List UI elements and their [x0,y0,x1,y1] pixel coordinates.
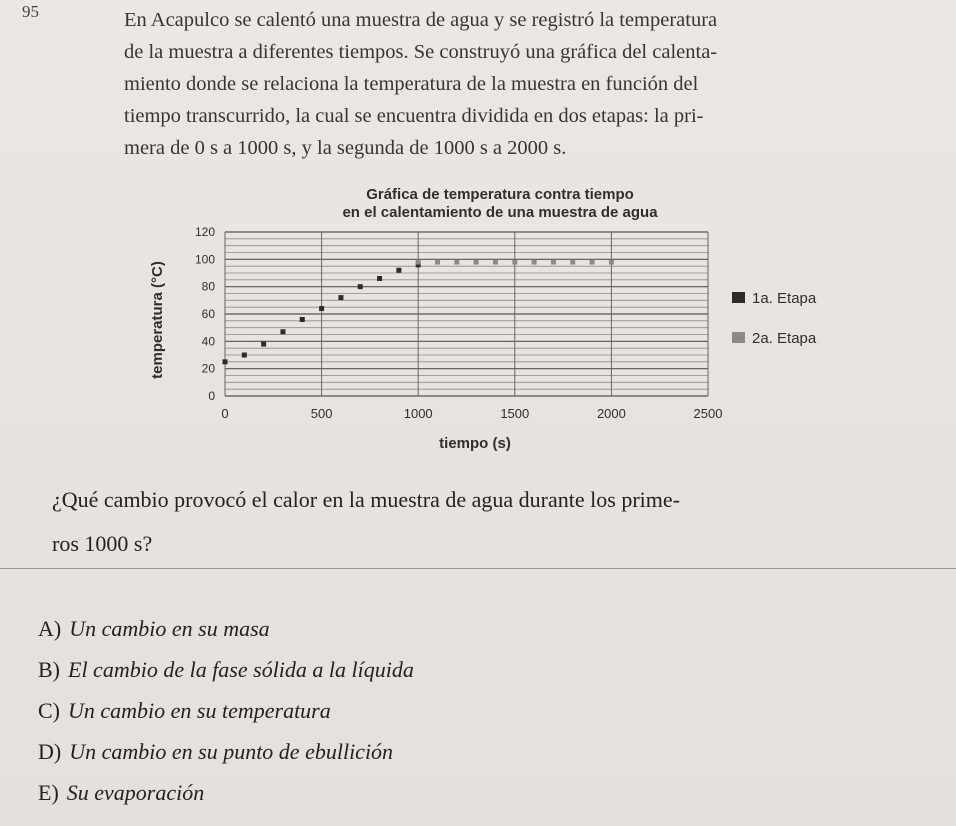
stem-line: tiempo transcurrido, la cual se encuentr… [124,105,704,127]
data-point-stage2 [454,259,460,265]
legend-swatch-stage2 [732,332,745,343]
chart-title-line2: en el calentamiento de una muestra de ag… [342,204,658,221]
option-text: Un cambio en su punto de ebullición [69,739,394,764]
question-line: ¿Qué cambio provocó el calor en la muest… [52,487,680,512]
legend-label-stage1: 1a. Etapa [752,290,817,307]
chart-axes: 0 20 40 60 80 100 120 0 500 1000 1500 2000 2500 [195,225,722,421]
data-point-stage1 [415,262,421,268]
data-point-stage2 [550,259,556,265]
data-point-stage2 [589,259,595,265]
divider [0,568,956,569]
stem-line: En Acapulco se calentó una muestra de ag… [124,9,718,31]
chart-legend: 1a. Etapa 2a. Etapa [732,290,817,347]
option-text: Su evaporación [66,780,205,805]
x-axis-label: tiempo (s) [439,435,511,452]
y-tick-label: 40 [202,334,216,348]
data-point-stage1 [222,359,228,365]
option-text: Un cambio en su temperatura [68,698,331,723]
data-point-stage1 [280,329,286,335]
chart-grid [224,231,709,397]
stem-line: miento donde se relaciona la temperatura… [124,73,699,95]
y-tick-label: 80 [202,280,216,294]
data-point-stage1 [338,295,344,301]
legend-label-stage2: 2a. Etapa [752,330,817,347]
data-point-stage1 [319,306,325,312]
question-stem: En Acapulco se calentó una muestra de ag… [124,4,884,164]
y-axis-label: temperatura (°C) [149,261,166,379]
question-text: ¿Qué cambio provocó el calor en la muest… [52,478,932,566]
data-point-stage2 [473,259,479,265]
option-letter: C) [38,698,60,723]
chart-svg: 0 20 40 60 80 100 120 0 500 1000 1500 2000 2500 tiem… [149,225,817,452]
option-d[interactable]: D) Un cambio en su punto de ebullición [38,731,414,772]
data-point-stage1 [396,267,402,273]
data-point-stage2 [415,259,421,265]
question-line: ros 1000 s? [52,531,153,556]
data-point-stage2 [435,259,441,265]
data-point-stage1 [241,352,247,358]
option-letter: A) [38,616,62,641]
temperature-chart: Gráfica de temperatura contra tiempo en … [140,178,860,468]
y-tick-label: 0 [208,389,215,403]
option-c[interactable]: C) Un cambio en su temperatura [38,690,414,731]
x-tick-label: 1000 [404,406,433,421]
data-point-stage2 [570,259,576,265]
question-number: 95 [22,2,39,21]
x-tick-label: 1500 [500,406,529,421]
y-tick-label: 120 [195,225,215,239]
x-tick-label: 2000 [597,406,626,421]
y-tick-label: 60 [202,307,216,321]
option-letter: B) [38,657,60,682]
chart-points [222,259,614,365]
data-point-stage2 [512,259,518,265]
option-b[interactable]: B) El cambio de la fase sólida a la líqui… [38,649,414,690]
chart-title-line1: Gráfica de temperatura contra tiempo [366,186,634,203]
data-point-stage2 [608,259,614,265]
data-point-stage2 [492,259,498,265]
x-tick-label: 2500 [694,406,723,421]
legend-swatch-stage1 [732,292,745,303]
data-point-stage1 [261,341,267,347]
option-e[interactable]: E) Su evaporación [38,772,414,813]
data-point-stage1 [299,316,305,322]
option-letter: D) [38,739,62,764]
option-letter: E) [38,780,59,805]
x-tick-label: 0 [221,406,228,421]
option-a[interactable]: A) Un cambio en su masa [38,608,414,649]
option-text: Un cambio en su masa [69,616,270,641]
data-point-stage1 [377,275,383,281]
data-point-stage1 [357,284,363,290]
y-tick-label: 20 [202,362,216,376]
stem-line: de la muestra a diferentes tiempos. Se c… [124,41,718,63]
answer-options: A) Un cambio en su masa B) El cambio de la… [38,608,414,813]
stem-line: mera de 0 s a 1000 s, y la segunda de 10… [124,137,567,159]
x-tick-label: 500 [311,406,333,421]
option-text: El cambio de la fase sólida a la líquida [68,657,414,682]
data-point-stage2 [531,259,537,265]
y-tick-label: 100 [195,252,215,266]
